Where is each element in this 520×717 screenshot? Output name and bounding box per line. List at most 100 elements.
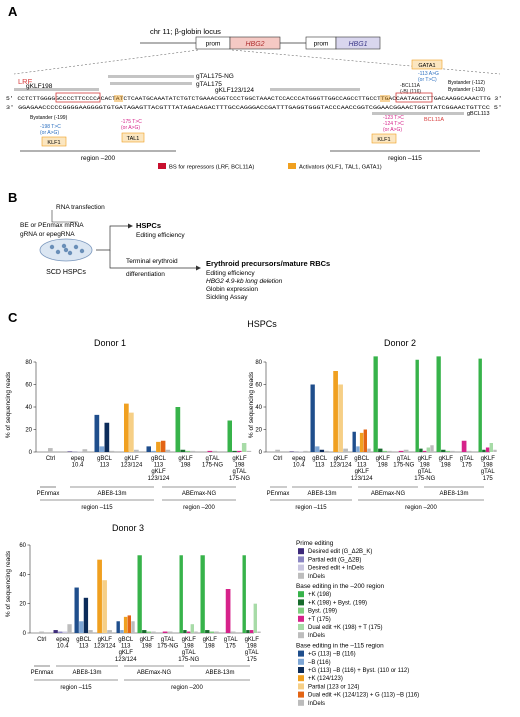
donor2-chart: Donor 2 % of sequencing reads 020406080 … — [248, 338, 497, 511]
y-tick-label: 60 — [25, 383, 32, 389]
x-tick-label: 175 — [226, 644, 237, 650]
x-tick-label: 123/124 — [330, 463, 352, 469]
bar — [134, 450, 139, 452]
bar — [242, 443, 247, 452]
bar — [194, 632, 197, 633]
donor1-abe8-label: ABE8-13m — [97, 491, 126, 497]
x-tick-label: 113 — [357, 463, 367, 469]
bar — [374, 356, 378, 452]
bar — [79, 621, 83, 633]
zoom-line-right — [232, 50, 500, 74]
donor1-title: Donor 1 — [94, 338, 126, 348]
bar — [183, 630, 186, 633]
bar — [107, 630, 112, 633]
bar — [467, 451, 472, 452]
bar — [138, 555, 142, 633]
legend-orange-label: Activators (KLF1, TAL1, GATA1) — [299, 165, 382, 171]
legend-section-title: Prime editing — [296, 540, 334, 547]
donor3-penmax-label: PEnmax — [31, 670, 54, 676]
donor1-chart: Donor 1 % of sequencing reads 020406080 … — [5, 338, 251, 511]
x-tick-label: gTAL — [418, 469, 433, 475]
legend-swatch — [298, 651, 304, 657]
x-tick-label: 175-NG — [414, 476, 435, 482]
bar — [213, 451, 218, 452]
legend-swatch — [298, 599, 304, 605]
bar — [68, 451, 73, 452]
legend-item-label: InDels — [308, 701, 325, 707]
bar — [191, 451, 196, 452]
erythroid-line-4: Sickling Assay — [206, 294, 248, 301]
bar — [124, 404, 129, 452]
gata1-label: GATA1 — [418, 63, 435, 69]
hspc-line: Editing efficiency — [136, 232, 185, 239]
guide-bar-klf123 — [270, 88, 360, 91]
region200-label: region –200 — [81, 155, 116, 162]
x-tick-label: gKLF — [439, 456, 454, 462]
x-tick-label: 198 — [180, 463, 191, 469]
x-tick-label: 175-NG — [178, 657, 199, 663]
legend-item-label: Partial edit (G_Δ2B) — [308, 557, 361, 563]
x-tick-label: 175-NG — [157, 644, 178, 650]
donor1-penmax-label: PEnmax — [37, 491, 60, 497]
x-tick-label: gKLF — [124, 456, 139, 462]
legend-section-title: Base editing in the –200 region — [296, 583, 385, 590]
bar — [181, 450, 186, 452]
klf1-label-115: KLF1 — [377, 137, 390, 143]
bar — [254, 604, 257, 633]
bar — [147, 632, 151, 633]
x-tick-label: 113 — [121, 644, 131, 650]
donor2-title: Donor 2 — [384, 338, 416, 348]
guide-label-klf123: gKLF123/124 — [215, 87, 254, 94]
bar — [419, 449, 422, 452]
x-tick-label: 198 — [483, 463, 494, 469]
donor2-region115-label: region –115 — [295, 505, 327, 511]
x-tick-label: 113 — [154, 463, 164, 469]
x-tick-label: gTAL — [161, 637, 176, 643]
donor3-region115-label: region –115 — [60, 685, 92, 691]
legend-swatch — [298, 556, 304, 562]
bar — [163, 632, 168, 633]
bar — [208, 451, 213, 452]
x-tick-label: 198 — [184, 644, 195, 650]
arrowhead-erythroid — [196, 266, 201, 271]
bar — [84, 598, 88, 633]
bar — [128, 615, 131, 633]
bar — [228, 421, 233, 453]
bar — [191, 624, 194, 633]
x-tick-label: gTAL — [245, 650, 260, 656]
bar — [430, 445, 433, 452]
legend-swatch — [298, 573, 304, 579]
bar — [237, 451, 242, 452]
legend-item-label: +G (113) –B (116) + Byst. (110 or 112) — [308, 668, 409, 674]
bar — [367, 449, 370, 452]
donor1-ylabel: % of sequencing reads — [5, 371, 12, 438]
legend-swatch — [298, 632, 304, 638]
legend-swatch — [298, 624, 304, 630]
bar — [214, 632, 218, 633]
rna-transfection-label: RNA transfection — [56, 204, 105, 211]
be-mrna-label: BE or PEnmax mRNA — [20, 222, 84, 229]
legend-item-label: Byst. (199) — [308, 609, 337, 615]
donor2-bars — [275, 356, 496, 452]
donor3-abe8-200-label: ABE8-13m — [205, 670, 234, 676]
diff-line-2: differentiation — [126, 271, 165, 278]
x-tick-label: 123/124 — [94, 644, 116, 650]
byst199-label: Bystander (-199) — [30, 115, 68, 121]
x-tick-label: gBCL — [118, 637, 134, 643]
bar — [151, 632, 155, 633]
bar — [399, 451, 404, 452]
y-tick-label: 60 — [255, 383, 262, 389]
y-tick-label: 60 — [19, 543, 26, 549]
legend-swatch — [298, 667, 304, 673]
guide-bar-tal175ng — [108, 75, 194, 78]
x-tick-label: gKLF — [98, 637, 113, 643]
bar — [124, 617, 127, 633]
legend-section-title: Base editing in the –115 region — [296, 642, 384, 649]
bar — [246, 630, 249, 633]
edit124-label-3: (or A>G) — [383, 127, 402, 133]
gata-edit-2: (or T>C) — [418, 77, 437, 83]
legend-swatch — [298, 659, 304, 665]
lrf-label: LRF — [18, 77, 33, 86]
